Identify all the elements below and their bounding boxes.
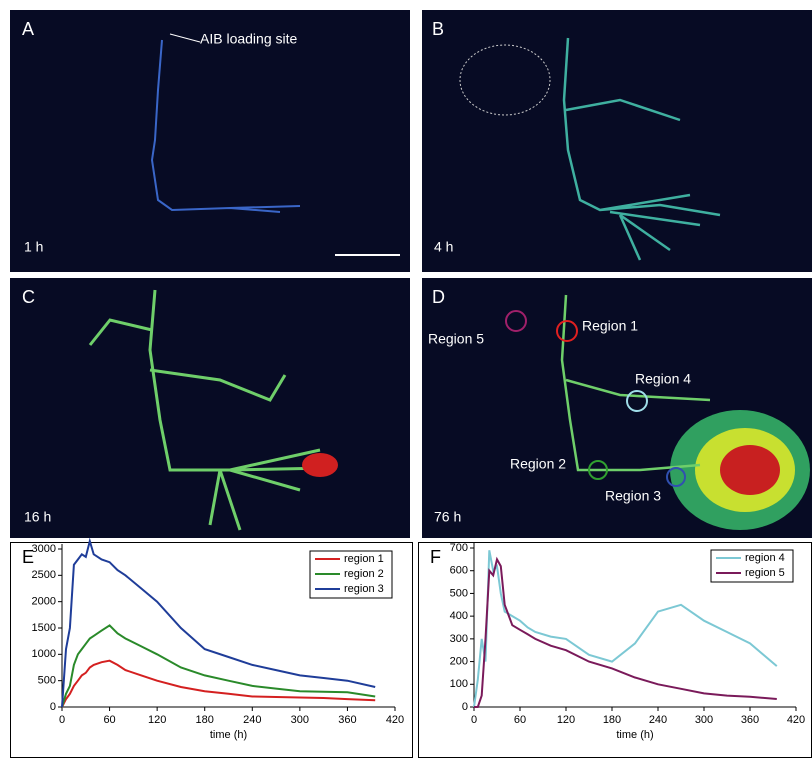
neuron xyxy=(150,39,301,213)
legend-label: region 3 xyxy=(344,583,384,595)
x-axis-label: time (h) xyxy=(210,729,247,741)
x-tick-label: 300 xyxy=(291,714,309,726)
x-axis-label: time (h) xyxy=(616,729,653,741)
arrow xyxy=(169,33,201,43)
x-tick-label: 60 xyxy=(103,714,115,726)
panel-c: C 16 h xyxy=(10,278,410,538)
y-tick-label: 2000 xyxy=(32,596,56,608)
y-tick-label: 700 xyxy=(450,542,468,554)
y-tick-label: 300 xyxy=(450,633,468,645)
series-line xyxy=(61,624,376,708)
legend-label: region 2 xyxy=(344,568,384,580)
panel-label: A xyxy=(22,19,34,39)
series-line xyxy=(61,537,376,708)
outline xyxy=(459,44,551,116)
x-tick-label: 180 xyxy=(603,714,621,726)
x-tick-label: 120 xyxy=(557,714,575,726)
neuron xyxy=(88,289,331,531)
legend-label: region 1 xyxy=(344,553,384,565)
y-tick-label: 500 xyxy=(450,587,468,599)
region-marker xyxy=(505,310,527,332)
time-label: 16 h xyxy=(24,509,51,525)
y-tick-label: 200 xyxy=(450,655,468,667)
x-tick-label: 420 xyxy=(787,714,805,726)
hotspot xyxy=(302,453,338,477)
neuron xyxy=(560,294,711,472)
panel-b: B 4 h xyxy=(422,10,812,272)
annotation: AIB loading site xyxy=(200,31,297,47)
x-tick-label: 0 xyxy=(471,714,477,726)
neuron xyxy=(562,37,721,261)
x-tick-label: 360 xyxy=(741,714,759,726)
panel-d: D Region 1 Region 2 Region 3 Region 4 Re… xyxy=(422,278,812,538)
y-tick-label: 1500 xyxy=(32,622,56,634)
region-label: Region 2 xyxy=(510,456,566,472)
y-tick-label: 3000 xyxy=(32,543,56,555)
legend-box xyxy=(710,549,794,583)
panel-a: A AIB loading site 1 h xyxy=(10,10,410,272)
heat xyxy=(720,445,780,495)
panel-bg xyxy=(10,10,410,272)
y-tick-label: 0 xyxy=(50,701,56,713)
region-marker xyxy=(666,467,686,487)
x-tick-label: 360 xyxy=(338,714,356,726)
legend-label: region 4 xyxy=(745,552,785,564)
panel-label: B xyxy=(432,19,444,39)
x-tick-label: 300 xyxy=(695,714,713,726)
panel-bg xyxy=(10,278,410,538)
y-tick-label: 0 xyxy=(462,701,468,713)
x-tick-label: 60 xyxy=(514,714,526,726)
panel-label: C xyxy=(22,287,35,307)
x-tick-label: 180 xyxy=(196,714,214,726)
y-tick-label: 1000 xyxy=(32,648,56,660)
region-label: Region 4 xyxy=(635,371,691,387)
y-tick-label: 2500 xyxy=(32,569,56,581)
legend-label: region 5 xyxy=(745,567,785,579)
y-tick-label: 100 xyxy=(450,678,468,690)
region-marker xyxy=(556,320,578,342)
x-tick-label: 120 xyxy=(148,714,166,726)
time-label: 4 h xyxy=(434,239,453,255)
panel-bg xyxy=(422,10,812,272)
panel-label: D xyxy=(432,287,445,307)
y-tick-label: 400 xyxy=(450,610,468,622)
y-tick-label: 500 xyxy=(38,675,56,687)
x-tick-label: 240 xyxy=(649,714,667,726)
panel-label: F xyxy=(430,547,441,567)
x-tick-label: 420 xyxy=(386,714,404,726)
region-label: Region 1 xyxy=(582,318,638,334)
panel-label: E xyxy=(22,547,34,567)
region-marker xyxy=(626,390,648,412)
series-line xyxy=(61,659,376,708)
time-label: 1 h xyxy=(24,239,43,255)
series-line xyxy=(474,556,777,708)
region-label: Region 5 xyxy=(428,331,484,347)
y-tick-label: 600 xyxy=(450,565,468,577)
region-marker xyxy=(588,460,608,480)
x-tick-label: 0 xyxy=(59,714,65,726)
region-label: Region 3 xyxy=(605,488,661,504)
time-label: 76 h xyxy=(434,509,461,525)
x-tick-label: 240 xyxy=(243,714,261,726)
